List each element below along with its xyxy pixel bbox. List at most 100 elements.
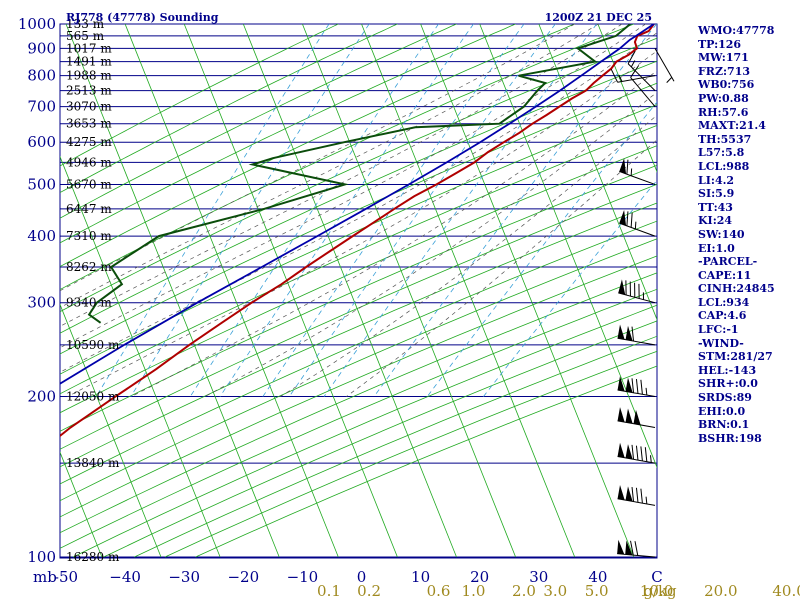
moist-adiabat-16 — [60, 32, 657, 373]
dry-adiabat-110 — [60, 220, 657, 485]
wind-barb-750 — [627, 50, 656, 91]
moist-adiabat-32 — [280, 114, 657, 397]
moist-adiabat-8 — [60, 24, 623, 327]
temp-tick-10: 10 — [411, 568, 430, 586]
index-row: SI:5.9 — [698, 187, 735, 201]
index-row: PW:0.88 — [698, 91, 749, 105]
stability-indices-panel: WMO:47778 TP:126 MW:171 FRZ:713 WB0:756 PW:0.… — [698, 24, 798, 445]
pressure-label-1000: 1000 — [18, 15, 56, 33]
isotherm--40 — [124, 24, 339, 558]
index-row: SHR+:0.0 — [698, 377, 758, 391]
dry-adiabat-20 — [60, 37, 657, 313]
mixing-ratio-tick-0.2: 0.2 — [357, 582, 381, 600]
temp-tick--50: -50 — [54, 568, 78, 586]
temp-tick-40: 40 — [588, 568, 607, 586]
temp-tick--30: −30 — [168, 568, 200, 586]
height-label-600: 4275 m — [66, 135, 112, 149]
isotherm--10 — [302, 24, 516, 558]
height-label-450: 6447 m — [66, 202, 112, 216]
dry-adiabat-40 — [60, 82, 657, 355]
height-label-900: 1017 m — [66, 41, 112, 55]
isotherm-lines — [60, 24, 657, 558]
temp-tick-20: 20 — [470, 568, 489, 586]
height-label-700: 3070 m — [66, 100, 112, 114]
dry-adiabat-70 — [60, 145, 657, 414]
mixing-ratio-tick-1: 1.0 — [462, 582, 486, 600]
temp-axis-unit: C — [651, 568, 662, 586]
wind-barb-400 — [619, 209, 656, 237]
isotherm-20 — [479, 24, 657, 469]
height-label-1000: 133 m — [66, 17, 105, 31]
isotherm-0 — [361, 24, 576, 558]
wind-barb-300 — [618, 279, 656, 304]
pressure-label-100: 100 — [27, 548, 56, 566]
mixing-ratio-unit: g/kg — [643, 582, 677, 600]
dry-adiabat-lines — [60, 24, 657, 558]
dry-adiabat-170 — [103, 320, 657, 558]
temp-axis-prefix: mb — [33, 568, 57, 586]
dry-adiabat-0 — [60, 24, 575, 268]
dry-adiabat-60 — [60, 125, 657, 395]
mixing-ratio-line-5 — [323, 24, 598, 397]
pressure-label-900: 900 — [27, 39, 56, 57]
dry-adiabat-140 — [60, 272, 657, 534]
index-row: TP:126 — [698, 37, 742, 51]
dry-adiabat--40 — [60, 24, 339, 167]
moist-adiabat-0 — [60, 24, 575, 292]
wind-barb-150 — [617, 442, 656, 464]
dry-adiabat-130 — [60, 255, 657, 518]
temp-tick--40: −40 — [109, 568, 141, 586]
index-row: LFC:-1 — [698, 323, 739, 337]
temperature-line — [60, 24, 655, 438]
index-row: MW:171 — [698, 51, 749, 65]
dry-adiabat-120 — [60, 238, 657, 502]
height-label-750: 2513 m — [66, 84, 112, 98]
wind-barb-200 — [617, 376, 656, 398]
temp-tick--10: −10 — [287, 568, 319, 586]
mixing-ratio-line-3 — [288, 24, 556, 397]
index-row: BRN:0.1 — [698, 418, 750, 432]
index-row: CINH:24845 — [698, 282, 775, 296]
height-label-850: 1491 m — [66, 55, 112, 69]
temp-tick-30: 30 — [529, 568, 548, 586]
pressure-label-400: 400 — [27, 227, 56, 245]
mixing-ratio-tick-5: 5.0 — [585, 582, 609, 600]
index-row: MAXT:21.4 — [698, 119, 766, 133]
isotherm--50 — [65, 24, 280, 558]
height-label-650: 3653 m — [66, 117, 112, 131]
wind-barb-900 — [654, 48, 675, 83]
isotherm--20 — [242, 24, 457, 558]
index-row: RH:57.6 — [698, 105, 749, 119]
index-row: FRZ:713 — [698, 64, 751, 78]
pressure-label-600: 600 — [27, 133, 56, 151]
index-row: CAP:4.6 — [698, 309, 747, 323]
dewpoint-line — [87, 24, 631, 324]
dry-adiabat--30 — [60, 24, 398, 194]
isotherm--30 — [183, 24, 398, 558]
index-row: STM:281/27 — [698, 350, 773, 364]
wind-barb-175 — [617, 407, 656, 428]
index-row: KI:24 — [698, 214, 733, 228]
moist-adiabat-12 — [60, 24, 646, 349]
height-label-150: 13840 m — [66, 456, 120, 470]
mixing-ratio-tick-10: 10.0 — [640, 582, 673, 600]
dry-adiabat-10 — [60, 24, 634, 290]
isobar-lines — [60, 23, 657, 558]
mixing-ratio-tick-3: 3.0 — [543, 582, 567, 600]
index-row: L57:5.8 — [698, 146, 745, 160]
sounding-traces — [60, 24, 655, 438]
pressure-label-800: 800 — [27, 67, 56, 85]
mixing-ratio-tick-0.1: 0.1 — [317, 582, 341, 600]
index-row: HEL:-143 — [698, 363, 757, 377]
dry-adiabat-180 — [134, 335, 657, 558]
index-row: SW:140 — [698, 227, 745, 241]
mixing-ratio-line-0.2 — [130, 24, 370, 397]
mixing-ratio-tick-20: 20.0 — [704, 582, 737, 600]
mixing-ratio-tick-2: 2.0 — [512, 582, 536, 600]
height-label-350: 8262 m — [66, 260, 112, 274]
pressure-label-300: 300 — [27, 294, 56, 312]
height-label-550: 4946 m — [66, 155, 112, 169]
height-label-500: 5670 m — [66, 177, 112, 191]
index-row: LCL:934 — [698, 295, 750, 309]
